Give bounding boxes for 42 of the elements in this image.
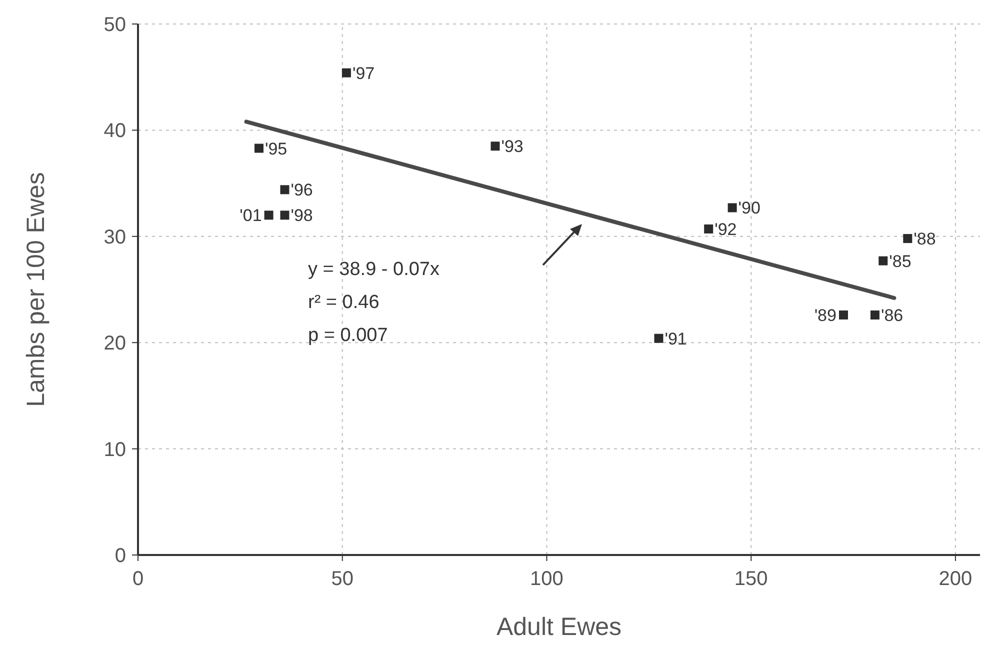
annotation: '92 <box>714 220 737 239</box>
y-axis-title: Lambs per 100 Ewes <box>22 172 50 407</box>
annotation: '91 <box>664 329 687 348</box>
annotation: '90 <box>738 198 760 218</box>
y-tick-label: 30 <box>104 226 126 248</box>
point <box>728 203 737 212</box>
y-tick-label: 0 <box>114 545 126 567</box>
point <box>490 142 500 151</box>
x-tick-label: 200 <box>938 568 972 590</box>
point <box>903 234 912 244</box>
point <box>704 224 714 234</box>
y-tick-label: 40 <box>104 120 126 142</box>
annotation: '97 <box>352 64 375 83</box>
annotation: y = 38.9 - 0.07x <box>308 259 440 280</box>
annotation: p = 0.007 <box>308 325 388 346</box>
annotation: '01 <box>240 206 262 226</box>
x-tick-label: 150 <box>734 568 768 590</box>
x-tick-label: 0 <box>132 568 144 590</box>
y-tick-label: 10 <box>104 438 126 461</box>
annotation: '98 <box>290 206 313 226</box>
annotation: '96 <box>290 180 313 200</box>
point <box>280 210 290 220</box>
point <box>280 185 290 194</box>
annotation: '86 <box>880 306 904 325</box>
x-axis-title: Adult Ewes <box>496 613 622 641</box>
x-tick-label: 100 <box>530 568 564 590</box>
point <box>838 310 848 320</box>
y-tick-label: 50 <box>104 14 126 36</box>
point <box>342 68 351 78</box>
point <box>654 334 664 343</box>
annotation: '88 <box>914 230 936 249</box>
point <box>264 210 274 220</box>
point <box>870 310 880 320</box>
annotation: '85 <box>889 252 912 271</box>
annotation: r² = 0.46 <box>308 292 380 313</box>
point <box>878 256 888 266</box>
annotation: '95 <box>264 139 288 158</box>
point <box>254 144 264 153</box>
annotation: '89 <box>814 306 836 325</box>
y-tick-label: 20 <box>104 332 126 355</box>
annotation: '93 <box>501 137 524 156</box>
x-tick-label: 50 <box>331 568 354 590</box>
